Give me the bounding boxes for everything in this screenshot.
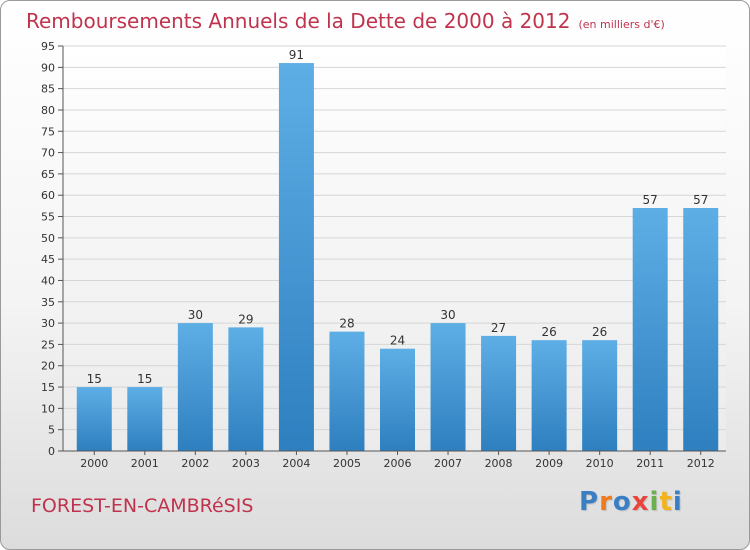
bar-2011 bbox=[632, 208, 668, 451]
y-tick-label: 35 bbox=[41, 296, 55, 309]
x-tick-label: 2004 bbox=[282, 457, 310, 470]
chart-title-unit: (en milliers d'€) bbox=[578, 18, 665, 31]
y-tick-label: 75 bbox=[41, 125, 55, 138]
value-label: 29 bbox=[238, 312, 253, 326]
y-tick-label: 15 bbox=[41, 381, 55, 394]
x-tick-label: 2011 bbox=[636, 457, 664, 470]
value-label: 30 bbox=[440, 308, 455, 322]
logo-letter: P bbox=[579, 487, 600, 517]
x-tick-label: 2010 bbox=[586, 457, 614, 470]
logo-letter: x bbox=[631, 487, 650, 517]
x-tick-label: 2003 bbox=[232, 457, 260, 470]
logo-letter: i bbox=[649, 487, 660, 517]
y-tick-label: 50 bbox=[41, 232, 55, 245]
value-label: 27 bbox=[491, 321, 506, 335]
x-tick-label: 2008 bbox=[485, 457, 513, 470]
axes: 0 5 10 15 20 25 30 35 40 45 50 55 60 65 70 75 80 85 90 95 20… bbox=[41, 40, 726, 470]
bar-2008 bbox=[481, 335, 517, 451]
bars bbox=[76, 63, 719, 451]
logo-letter: i bbox=[672, 487, 683, 517]
x-tick-label: 2001 bbox=[131, 457, 159, 470]
y-tick-label: 30 bbox=[41, 317, 55, 330]
y-tick-label: 25 bbox=[41, 338, 55, 351]
y-tick-label: 55 bbox=[41, 211, 55, 224]
y-tick-label: 60 bbox=[41, 189, 55, 202]
value-label: 26 bbox=[541, 325, 556, 339]
bar-2005 bbox=[329, 331, 365, 451]
value-label: 57 bbox=[693, 193, 708, 207]
y-tick-label: 70 bbox=[41, 147, 55, 160]
bar-2010 bbox=[582, 340, 618, 451]
value-label: 15 bbox=[137, 372, 152, 386]
y-tick-label: 85 bbox=[41, 83, 55, 96]
bar-2001 bbox=[127, 387, 163, 451]
bar-2007 bbox=[430, 323, 466, 451]
bar-2002 bbox=[177, 323, 213, 451]
x-tick-label: 2005 bbox=[333, 457, 361, 470]
y-tick-label: 10 bbox=[41, 402, 55, 415]
chart-title: Remboursements Annuels de la Dette de 20… bbox=[26, 9, 665, 33]
x-tick-label: 2012 bbox=[687, 457, 715, 470]
logo-letter: t bbox=[659, 487, 673, 517]
value-label: 24 bbox=[390, 334, 405, 348]
logo-letter: r bbox=[599, 487, 613, 517]
x-tick-label: 2009 bbox=[535, 457, 563, 470]
bar-2006 bbox=[380, 348, 415, 451]
bar-2003 bbox=[228, 327, 264, 451]
commune-name: FOREST-EN-CAMBRéSIS bbox=[31, 495, 254, 517]
y-tick-label: 80 bbox=[41, 104, 55, 117]
bar-2004 bbox=[278, 63, 314, 451]
x-tick-label: 2000 bbox=[80, 457, 108, 470]
value-label: 26 bbox=[592, 325, 607, 339]
y-tick-label: 90 bbox=[41, 61, 55, 74]
value-label: 57 bbox=[643, 193, 658, 207]
value-label: 91 bbox=[289, 48, 304, 62]
y-tick-label: 65 bbox=[41, 168, 55, 181]
logo-letter: o bbox=[612, 487, 632, 517]
y-tick-label: 0 bbox=[48, 445, 55, 458]
value-label: 28 bbox=[339, 317, 354, 331]
value-label: 30 bbox=[188, 308, 203, 322]
x-tick-label: 2002 bbox=[181, 457, 209, 470]
value-labels: 15 15 30 29 91 28 24 30 27 26 26 57 57 bbox=[87, 48, 709, 386]
y-tick-label: 45 bbox=[41, 253, 55, 266]
y-tick-label: 40 bbox=[41, 274, 55, 287]
chart-title-main: Remboursements Annuels de la Dette de 20… bbox=[26, 9, 571, 33]
x-tick-label: 2006 bbox=[384, 457, 412, 470]
y-tick-label: 95 bbox=[41, 40, 55, 53]
bar-2012 bbox=[683, 208, 719, 451]
value-label: 15 bbox=[87, 372, 102, 386]
y-tick-label: 20 bbox=[41, 360, 55, 373]
y-tick-label: 5 bbox=[48, 424, 55, 437]
x-tick-label: 2007 bbox=[434, 457, 462, 470]
proxiti-logo: Proxiti bbox=[579, 487, 683, 517]
bar-2009 bbox=[531, 340, 567, 451]
bar-2000 bbox=[76, 387, 112, 451]
